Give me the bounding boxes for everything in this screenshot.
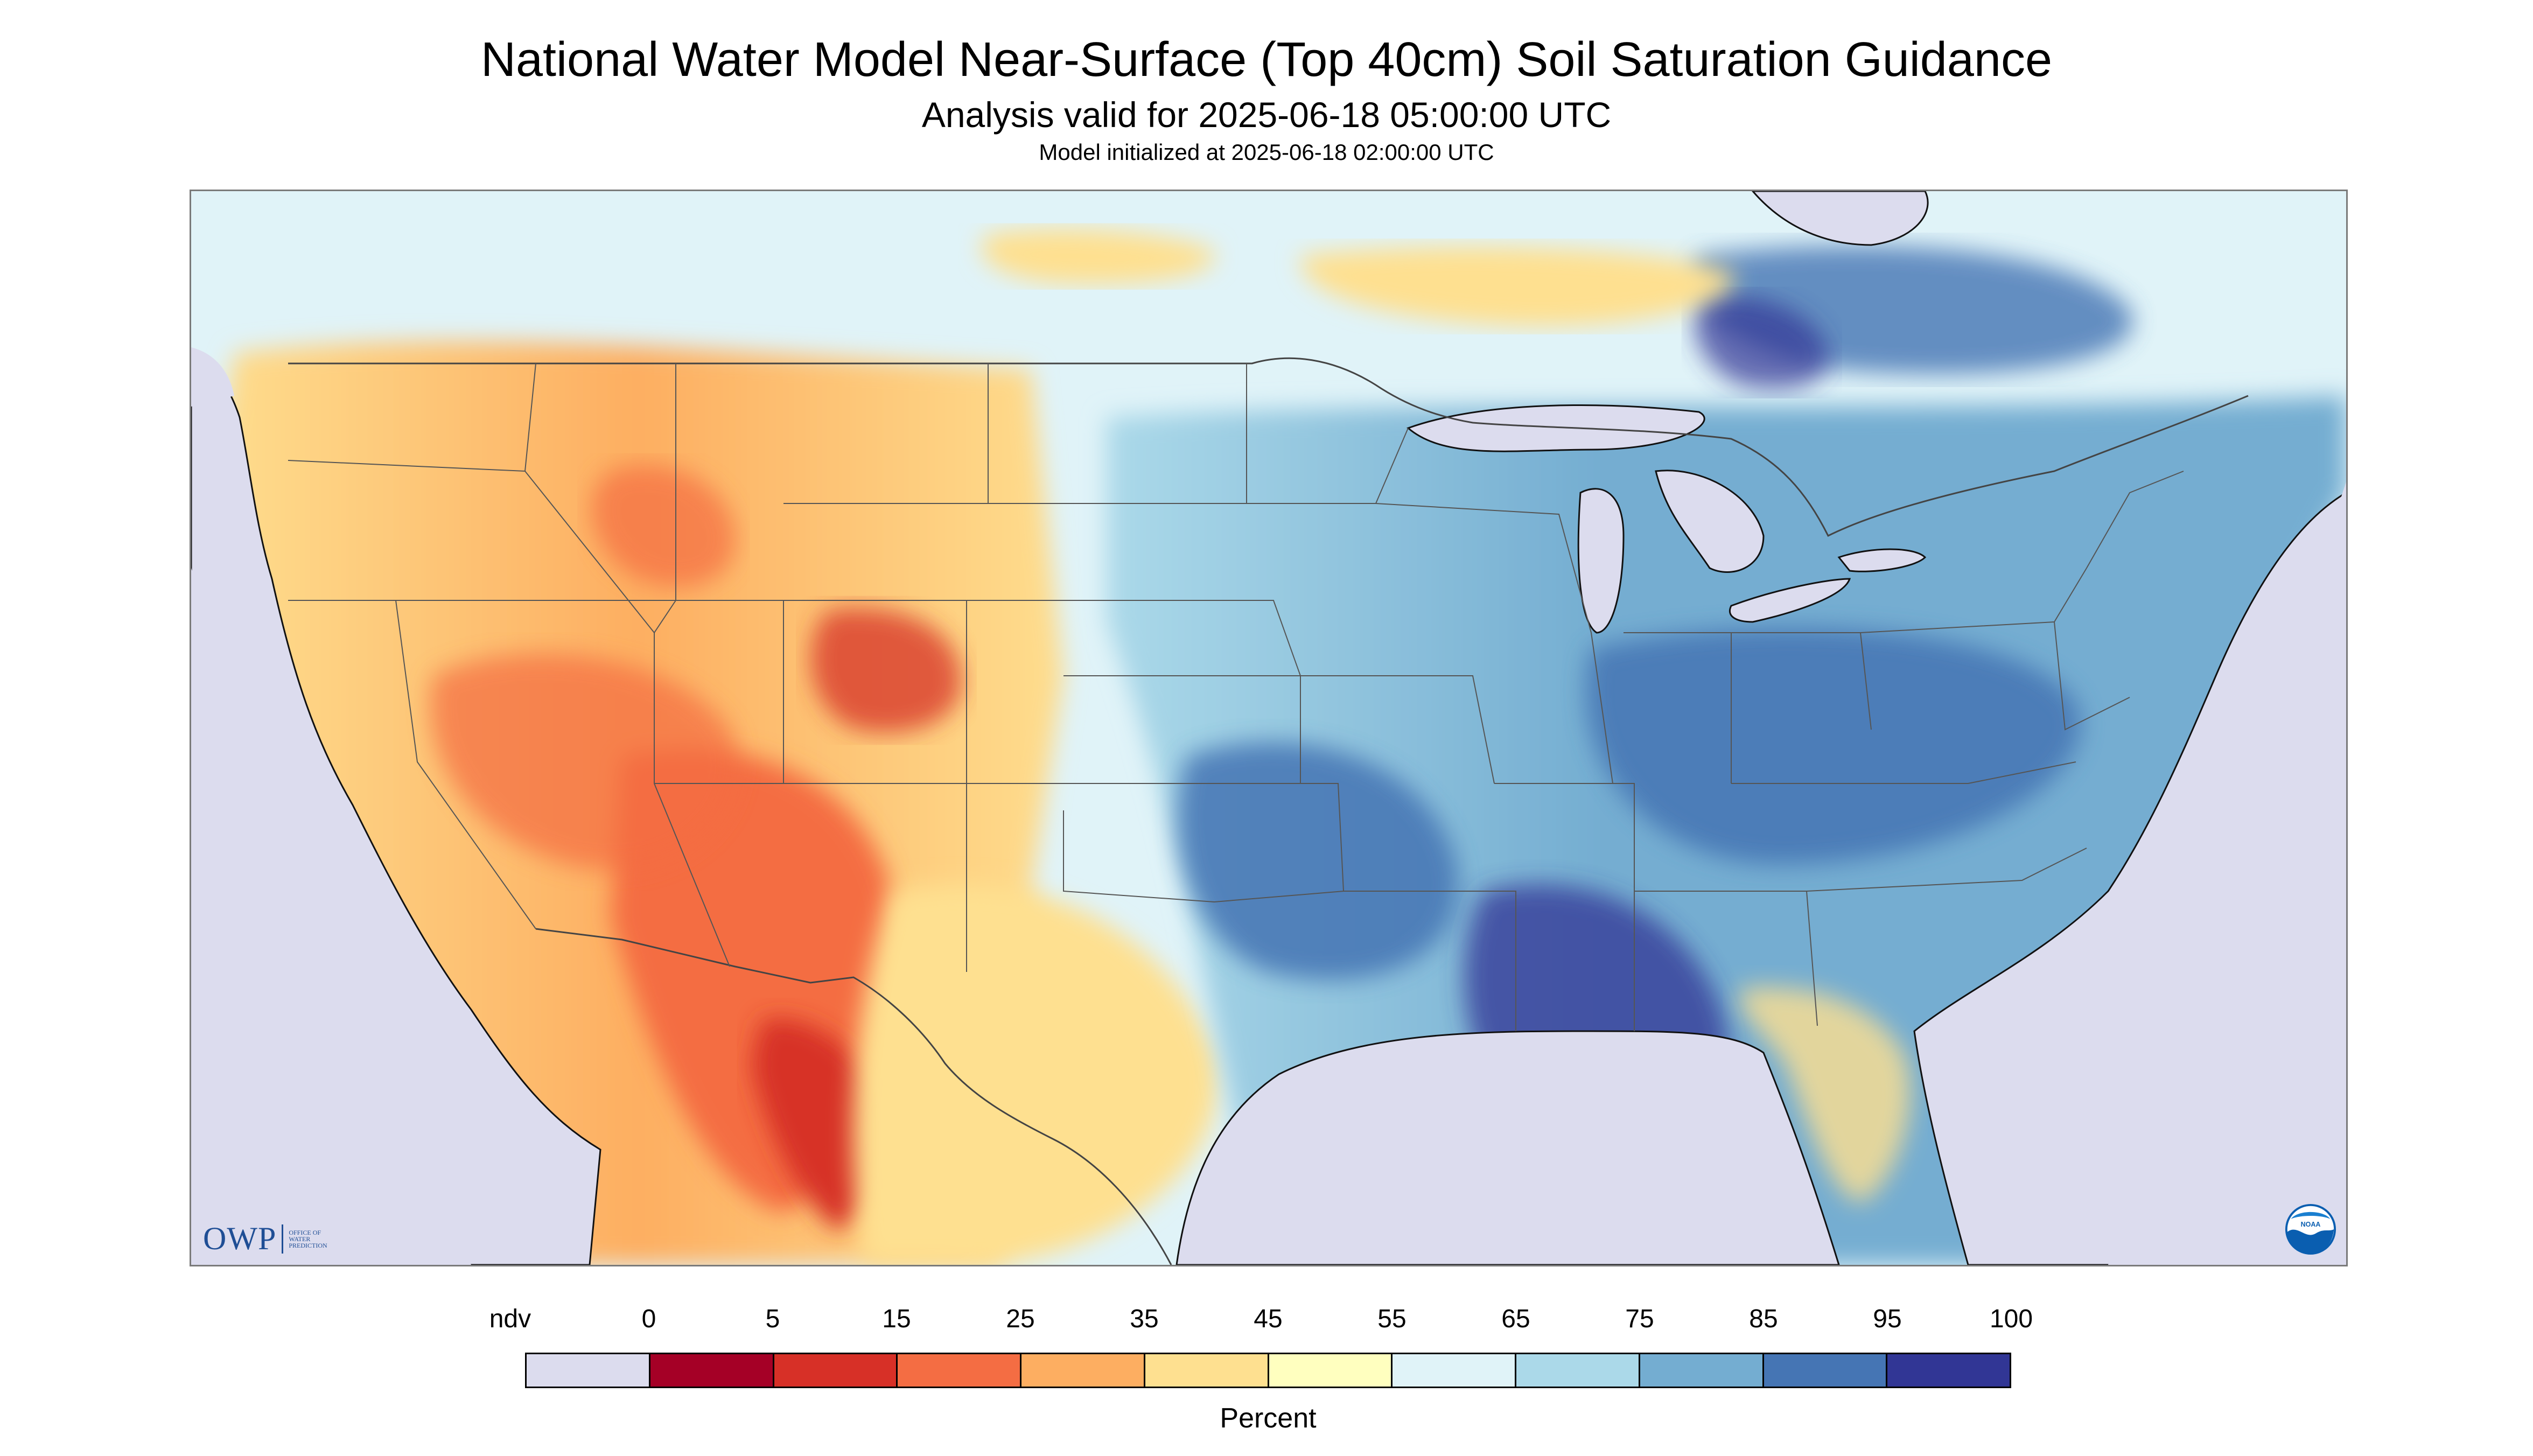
no-data-wedge-east — [2108, 482, 2346, 1265]
legend-tick-label: 35 — [1130, 1305, 1159, 1333]
idaho-dry — [591, 465, 736, 587]
legend-swatch-11 — [1887, 1354, 2010, 1387]
noaa-logo-text: NOAA — [2301, 1221, 2321, 1228]
legend-tick-label: 85 — [1749, 1305, 1778, 1333]
color-legend: ndv 0 5 15 25 35 45 55 65 75 85 95 100 Percent — [489, 1303, 2033, 1438]
legend-tick-label: 95 — [1873, 1305, 1902, 1333]
soil-saturation-map: OWP OFFICE OF WATER PREDICTION NOAA — [190, 190, 2348, 1266]
state-boundaries — [288, 363, 2184, 1031]
great-basin-dry — [430, 654, 737, 870]
legend-swatch-4 — [1021, 1354, 1145, 1387]
lake-michigan — [1577, 488, 1625, 634]
legend-color-bar — [525, 1353, 2011, 1388]
saskatchewan-dry — [981, 229, 1215, 284]
map-canvas — [191, 191, 2346, 1265]
legend-swatch-5 — [1145, 1354, 1269, 1387]
wet-core-hudson-bay-south — [1695, 296, 1829, 389]
owp-logo-separator — [282, 1224, 284, 1254]
legend-swatch-2 — [774, 1354, 898, 1387]
legend-swatch-3 — [898, 1354, 1021, 1387]
legend-tick-label: 5 — [765, 1305, 780, 1333]
legend-swatch-9 — [1640, 1354, 1764, 1387]
map-title: National Water Model Near-Surface (Top 4… — [480, 33, 2052, 87]
texas-transition — [853, 884, 1218, 1265]
hudson-bay — [1752, 191, 1929, 246]
legend-swatch-6 — [1269, 1354, 1393, 1387]
legend-swatch-0 — [527, 1354, 650, 1387]
legend-swatch-8 — [1516, 1354, 1640, 1387]
legend-unit-label: Percent — [1220, 1403, 1317, 1434]
legend-tick-label: 25 — [1006, 1305, 1035, 1333]
analysis-valid-time: Analysis valid for 2025-06-18 05:00:00 U… — [921, 95, 1612, 135]
us-canada-border — [288, 357, 2249, 537]
lake-huron — [1655, 470, 1765, 573]
no-data-wedge-northwest — [191, 347, 234, 407]
legend-tick-label: 100 — [1989, 1305, 2033, 1333]
owp-logo: OWP OFFICE OF WATER PREDICTION — [203, 1220, 327, 1257]
legend-tick-label: 45 — [1254, 1305, 1283, 1333]
wet-core-kansas-missouri — [1178, 742, 1459, 980]
wet-core-ohio-valley — [1586, 628, 2081, 864]
canadian-prairie-dry-band — [1300, 247, 1734, 327]
legend-tick-label: 75 — [1625, 1305, 1654, 1333]
lake-superior — [1407, 404, 1705, 452]
colorado-dry-core — [811, 608, 962, 733]
noaa-logo: NOAA — [2285, 1203, 2336, 1255]
owp-logo-text: OWP — [203, 1221, 277, 1256]
owp-logo-subtext: OFFICE OF WATER PREDICTION — [289, 1228, 327, 1249]
model-init-time: Model initialized at 2025-06-18 02:00:00… — [1039, 139, 1494, 165]
us-mexico-border — [535, 928, 1172, 1265]
lake-ontario — [1837, 548, 1927, 572]
no-data-wedge-west — [191, 568, 471, 1265]
legend-tick-label: 0 — [641, 1305, 656, 1333]
legend-swatch-1 — [650, 1354, 774, 1387]
legend-tick-label: 55 — [1377, 1305, 1407, 1333]
legend-swatch-10 — [1764, 1354, 1888, 1387]
gulf-of-mexico — [1175, 1030, 1840, 1265]
florida-region — [1740, 987, 1911, 1203]
legend-tick-label: 15 — [882, 1305, 911, 1333]
legend-swatch-7 — [1393, 1354, 1516, 1387]
legend-tick-label: ndv — [489, 1305, 531, 1333]
legend-tick-label: 65 — [1501, 1305, 1530, 1333]
lake-erie — [1729, 578, 1851, 623]
